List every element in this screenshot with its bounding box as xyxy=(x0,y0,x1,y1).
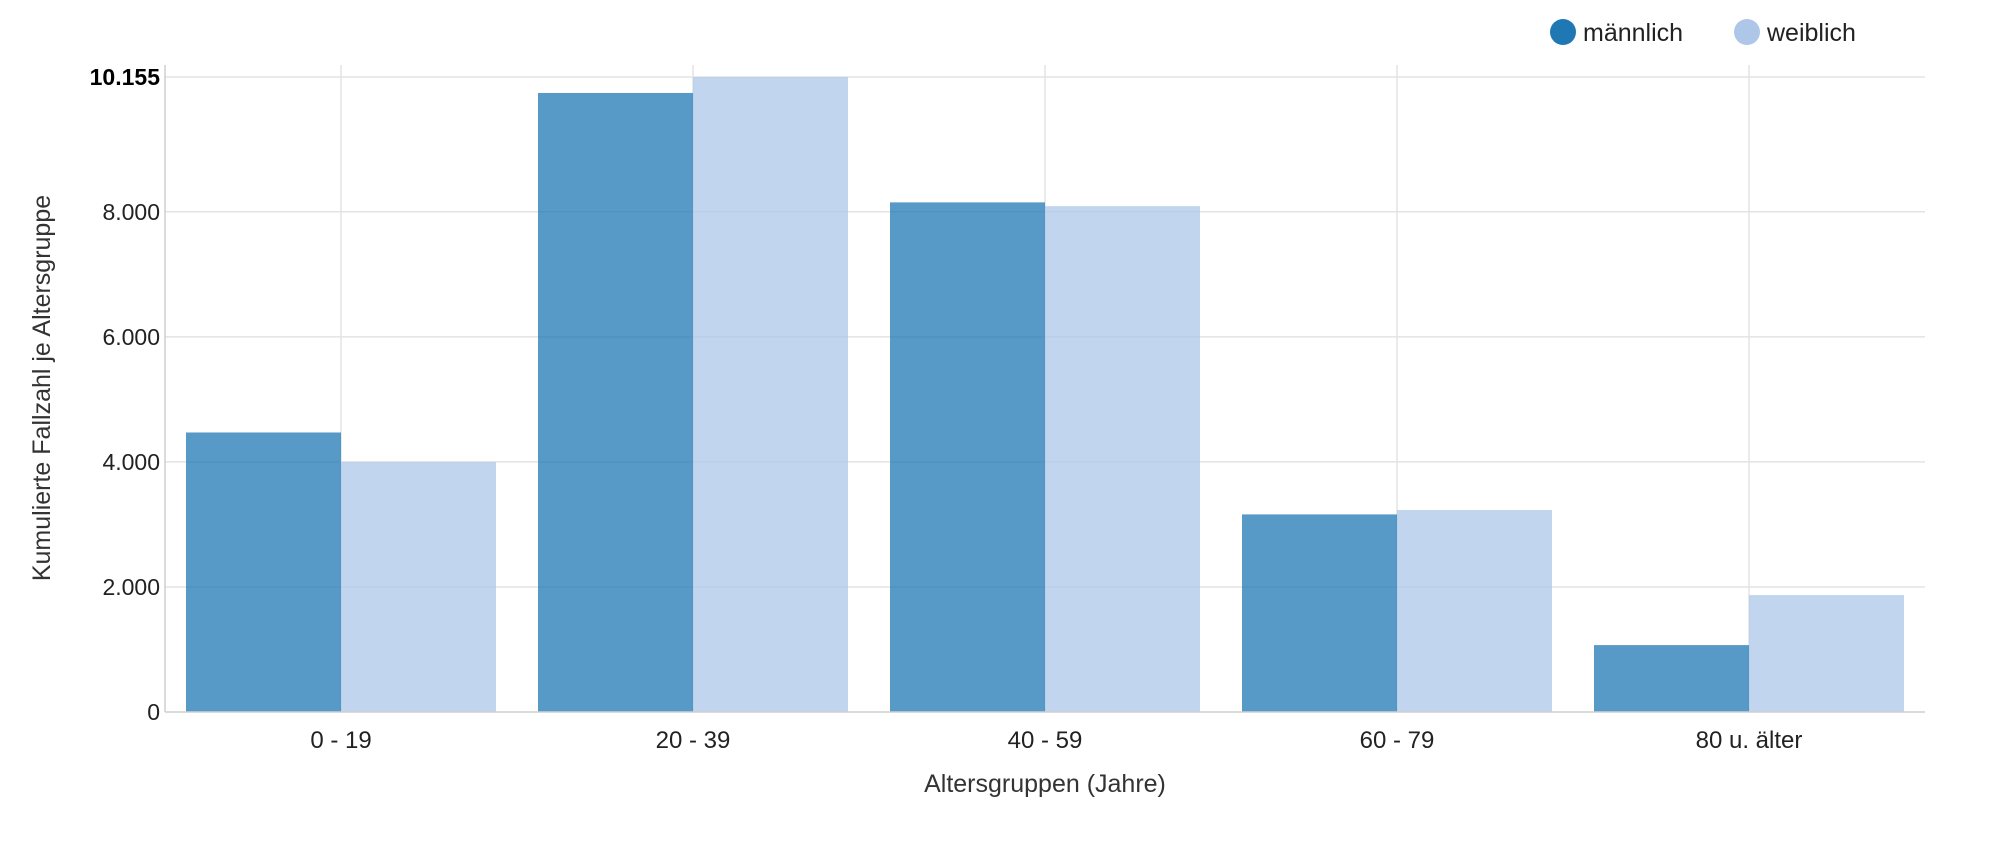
bar-maennlich[interactable] xyxy=(538,92,693,712)
bar-maennlich[interactable] xyxy=(1594,645,1749,712)
x-tick-label: 40 - 59 xyxy=(1008,727,1083,754)
legend: männlich weiblich xyxy=(1550,19,1856,47)
bar-weiblich[interactable] xyxy=(1045,206,1200,713)
legend-label[interactable]: männlich xyxy=(1583,19,1683,47)
x-tick-label: 80 u. älter xyxy=(1696,727,1803,754)
y-tick-label: 4.000 xyxy=(102,449,160,475)
bar-weiblich[interactable] xyxy=(693,77,848,712)
bar-weiblich[interactable] xyxy=(1749,595,1904,712)
legend-marker[interactable] xyxy=(1550,19,1576,45)
x-tick-label: 60 - 79 xyxy=(1360,727,1435,754)
y-tick-label: 10.155 xyxy=(90,64,161,90)
y-tick-label: 0 xyxy=(147,699,160,725)
x-tick-label: 0 - 19 xyxy=(310,727,371,754)
y-tick-label: 8.000 xyxy=(102,199,160,225)
bars xyxy=(186,77,1904,713)
x-tick-label: 20 - 39 xyxy=(656,727,731,754)
legend-label[interactable]: weiblich xyxy=(1766,19,1856,47)
axes xyxy=(164,65,1925,713)
legend-marker[interactable] xyxy=(1734,19,1760,45)
bar-weiblich[interactable] xyxy=(1397,510,1552,712)
bar-maennlich[interactable] xyxy=(186,432,341,712)
y-tick-label: 2.000 xyxy=(102,574,160,600)
bar-maennlich[interactable] xyxy=(890,202,1045,712)
x-axis-ticks: 0 - 19 20 - 39 40 - 59 60 - 79 80 u. älter xyxy=(310,727,1802,754)
bar-maennlich[interactable] xyxy=(1242,514,1397,712)
y-axis-title: Kumulierte Fallzahl je Altersgruppe xyxy=(28,195,56,581)
y-axis-ticks: 0 2.000 4.000 6.000 8.000 10.155 xyxy=(90,64,161,725)
x-axis-title: Altersgruppen (Jahre) xyxy=(924,770,1166,798)
bar-weiblich[interactable] xyxy=(341,461,496,712)
y-tick-label: 6.000 xyxy=(102,324,160,350)
